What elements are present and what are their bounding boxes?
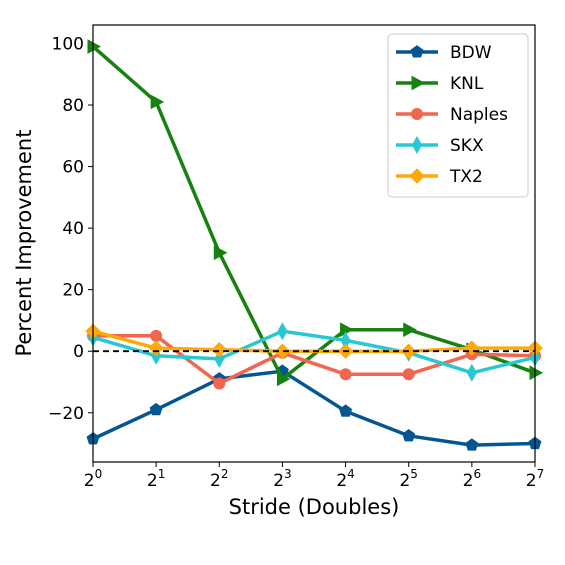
y-tick-label: −20 [48, 404, 84, 424]
y-tick-label: 20 [62, 281, 84, 301]
legend-marker [409, 168, 425, 184]
legend-label: Naples [450, 105, 508, 125]
x-tick-label: 25 [399, 467, 417, 491]
y-tick-label: 0 [73, 342, 84, 362]
data-point [213, 377, 226, 390]
data-point [149, 402, 163, 416]
y-tick-label: 80 [62, 96, 84, 116]
data-point [402, 428, 416, 442]
plot-frame [92, 24, 536, 463]
data-point [277, 322, 288, 341]
series-line [91, 45, 536, 381]
y-tick-label: 40 [62, 219, 84, 239]
data-point [150, 329, 163, 342]
legend-marker [411, 75, 426, 91]
legend-marker [410, 45, 424, 58]
legend: BDW KNL Naples SKX TX2 [387, 33, 529, 198]
series-line [92, 329, 536, 375]
legend-marker [411, 135, 423, 155]
data-point [403, 322, 417, 338]
x-tick-label: 22 [210, 467, 228, 491]
y-tick-label: 60 [62, 158, 84, 178]
series-line [93, 334, 536, 386]
legend-item-knl: KNL [396, 74, 484, 94]
y-axis-ticks: −20 0 20 40 60 80 100 [48, 34, 93, 424]
data-point [465, 438, 479, 451]
x-tick-label: 23 [273, 467, 291, 491]
data-point [340, 322, 354, 338]
data-point [274, 343, 291, 359]
data-point [339, 368, 352, 381]
data-point [529, 365, 544, 381]
legend-label: TX2 [449, 167, 483, 187]
x-tick-label: 26 [463, 467, 481, 491]
y-tick-label: 100 [52, 34, 84, 54]
legend-box [387, 33, 529, 198]
data-point [150, 94, 165, 110]
x-tick-label: 24 [336, 467, 354, 491]
data-point [339, 404, 353, 417]
legend-item-tx2: TX2 [396, 167, 483, 187]
legend-item-skx: SKX [396, 135, 484, 156]
x-tick-label: 27 [526, 467, 544, 491]
data-point [213, 245, 228, 261]
data-point [148, 340, 164, 356]
x-tick-label: 20 [84, 467, 102, 491]
series-line [92, 369, 536, 447]
data-point [466, 363, 477, 382]
y-axis-title: Percent Improvement [12, 130, 36, 357]
data-point [87, 39, 102, 54]
x-tick-label: 21 [147, 467, 165, 491]
legend-label: SKX [450, 136, 484, 156]
data-point [276, 371, 291, 387]
legend-label: KNL [450, 74, 484, 94]
legend-marker [411, 108, 423, 120]
x-axis-title: Stride (Doubles) [229, 495, 400, 519]
series-layer [85, 39, 544, 451]
legend-item-bdw: BDW [396, 43, 492, 63]
legend-label: BDW [450, 43, 492, 63]
legend-item-naples: Naples [396, 105, 508, 125]
x-axis-ticks: 20 21 22 23 24 25 26 27 [84, 462, 544, 491]
data-point [402, 368, 415, 381]
data-point [211, 341, 227, 358]
